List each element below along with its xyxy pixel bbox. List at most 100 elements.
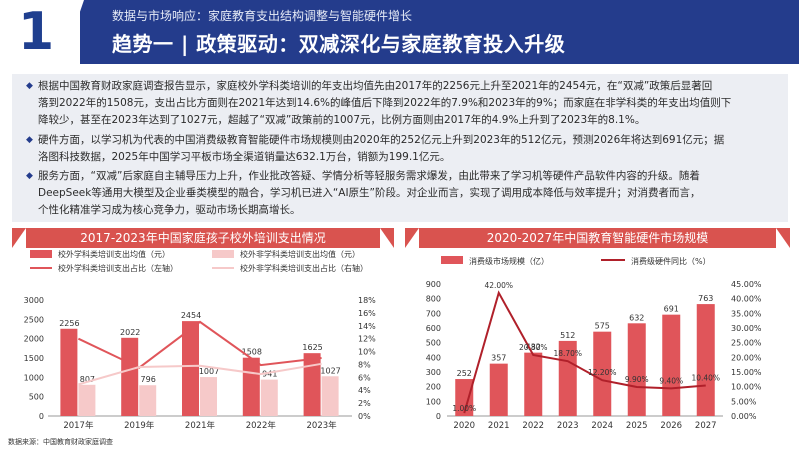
y-tick-left: 2500 [24,315,44,324]
line-value-label: 10.40% [691,373,720,382]
chart-panel-training-spend: 2017-2023年中国家庭孩子校外培训支出情况 校外学科类培训支出均值（元）校… [12,228,394,440]
bullet-line: 个性化精准学习成为核心竞争力，驱动市场长期高增长。 [38,204,301,216]
x-tick-label: 2021年 [185,420,216,431]
y-tick-right: 4% [358,386,371,395]
line-value-label: 20.80% [519,343,548,352]
bullet-line: 硬件方面，以学习机为代表的中国消费级教育智能硬件市场规模则由2020年的252亿… [38,134,725,146]
chart-title: 2017-2023年中国家庭孩子校外培训支出情况 [80,231,326,245]
y-tick-left: 300 [426,368,441,377]
x-tick-label: 2022年 [246,420,277,431]
y-tick-left: 3000 [24,296,44,305]
x-tick-label: 2023年 [307,420,338,431]
line-value-label: 9.90% [625,375,649,384]
bar [260,379,278,416]
y-tick-left: 200 [426,383,441,392]
bar [182,321,199,416]
y-tick-right: 35.00% [731,309,762,318]
series-line [77,320,322,369]
line-value-label: 42.00% [484,281,513,290]
y-tick-left: 900 [426,280,441,289]
chart-title: 2020-2027年中国教育智能硬件市场规模 [486,231,709,245]
chart-panel-hardware-market: 2020-2027年中国教育智能硬件市场规模 消费级市场规模（亿） 消费级硬件同比… [405,228,790,440]
y-tick-right: 16% [358,309,376,318]
bar-value-label: 2256 [59,319,79,328]
x-tick-label: 2026 [660,421,682,431]
section-number: 1 [18,2,55,62]
x-tick-label: 2024 [591,421,613,431]
line-value-label: 1.00% [452,404,476,413]
bar-value-label: 1027 [320,366,340,375]
y-tick-right: 14% [358,322,376,331]
legend-label: 消费级市场规模（亿） [469,256,549,266]
y-tick-right: 6% [358,373,371,382]
bar-value-label: 432 [526,343,541,352]
bar-value-label: 357 [491,354,506,363]
data-source-note: 数据来源：中国教育财政家庭调查 [8,438,113,446]
y-tick-right: 10% [358,348,376,357]
bar-value-label: 941 [262,370,277,379]
page-title: 趋势一 | 政策驱动：双减深化与家庭教育投入升级 [112,32,566,56]
y-tick-left: 100 [426,397,441,406]
bar-value-label: 1625 [302,343,322,352]
y-tick-right: 25.00% [731,339,762,348]
bar [627,323,646,416]
bar [696,304,715,416]
y-tick-left: 2000 [24,335,44,344]
bar [200,377,217,416]
bar-value-label: 691 [664,305,679,314]
chart-title-bar: 2020-2027年中国教育智能硬件市场规模 [405,228,790,248]
line-value-label: 9.40% [659,376,683,385]
bullet-line: DeepSeek等通用大模型及企业垂类模型的融合，学习机已进入“AI原生”阶段。… [38,187,701,199]
x-tick-label: 2019年 [124,420,155,431]
legend-swatch [212,250,234,258]
bar [524,352,543,416]
bullet-line: 根据中国教育财政家庭调查报告显示，家庭校外学科类培训的年支出均值先由2017年的… [38,80,713,92]
y-tick-left: 400 [426,353,441,362]
legend-label: 校外非学科类培训支出占比（右轴） [240,263,368,273]
y-tick-left: 800 [426,295,441,304]
bar-value-label: 632 [629,313,644,322]
y-tick-right: 20.00% [731,353,762,362]
bar-value-label: 2454 [181,311,201,320]
bar [78,384,96,416]
legend-swatch [30,250,52,258]
header-slant [62,0,84,64]
header-subtitle: 数据与市场响应：家庭教育支出结构调整与智能硬件增长 [112,9,413,23]
bar-value-label: 575 [595,322,610,331]
x-tick-label: 2023 [557,421,579,431]
x-tick-label: 2017年 [63,420,94,431]
chart-training-spend: 校外学科类培训支出均值（元） 校外非学科类培训支出均值（元） 校外学科类培训支出占比… [24,249,377,431]
bar-value-label: 512 [560,331,575,340]
y-tick-right: 0.00% [731,412,757,421]
y-tick-left: 600 [426,324,441,333]
y-tick-right: 15.00% [731,368,762,377]
y-tick-right: 0% [358,412,371,421]
bullet-line: 降较少，甚至在2023年达到了1027元，超越了“双减”政策前的1007元，比例… [38,114,646,126]
bullet-hardware: ◆ 硬件方面，以学习机为代表的中国消费级教育智能硬件市场规模则由2020年的25… [26,132,794,166]
y-tick-right: 2% [358,399,371,408]
chart-title-bar: 2017-2023年中国家庭孩子校外培训支出情况 [12,228,394,248]
header-bar [80,0,799,64]
chart-hardware-market: 消费级市场规模（亿） 消费级硬件同比（%） 900 800 700 600 500 400 30… [426,256,762,431]
line-value-label: 12.20% [588,368,617,377]
bar-value-label: 796 [141,375,156,384]
bar-value-label: 252 [457,369,472,378]
bar [139,385,157,416]
x-tick-label: 2022 [522,421,544,431]
y-tick-right: 18% [358,296,376,305]
legend-label: 校外学科类培训支出均值（元） [58,249,170,259]
bar-value-label: 807 [80,375,95,384]
series-line [78,362,322,386]
diamond-bullet-icon: ◆ [26,81,33,91]
legend-label: 校外学科类培训支出占比（左轴） [58,263,178,273]
bar [455,379,474,416]
bullet-line: 服务方面，“双减”后家庭自主辅导压力上升，作业批改答疑、学情分析等轻服务需求爆发… [38,170,700,182]
y-tick-left: 700 [426,309,441,318]
bar [662,314,681,416]
bar [593,331,612,416]
bullet-services: ◆ 服务方面，“双减”后家庭自主辅导压力上升，作业批改答疑、学情分析等轻服务需求… [26,168,794,219]
bar [60,328,78,416]
bar-value-label: 1508 [242,348,262,357]
diamond-bullet-icon: ◆ [26,171,33,181]
series-line [463,290,706,414]
